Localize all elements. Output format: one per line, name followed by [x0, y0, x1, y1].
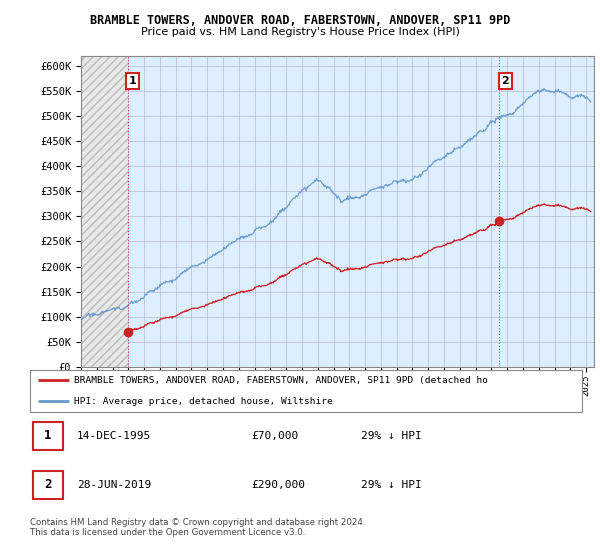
Text: BRAMBLE TOWERS, ANDOVER ROAD, FABERSTOWN, ANDOVER, SP11 9PD: BRAMBLE TOWERS, ANDOVER ROAD, FABERSTOWN…: [90, 14, 510, 27]
Bar: [81, 56, 128, 367]
Text: 29% ↓ HPI: 29% ↓ HPI: [361, 480, 422, 490]
Text: £70,000: £70,000: [251, 431, 298, 441]
Text: HPI: Average price, detached house, Wiltshire: HPI: Average price, detached house, Wilt…: [74, 396, 333, 405]
Text: 2: 2: [502, 76, 509, 86]
Text: 28-JUN-2019: 28-JUN-2019: [77, 480, 151, 490]
Text: 2: 2: [44, 478, 52, 492]
FancyBboxPatch shape: [30, 370, 582, 412]
FancyBboxPatch shape: [33, 472, 63, 498]
Text: 1: 1: [128, 76, 136, 86]
Text: £290,000: £290,000: [251, 480, 305, 490]
Text: 1: 1: [44, 430, 52, 442]
FancyBboxPatch shape: [33, 422, 63, 450]
Text: 14-DEC-1995: 14-DEC-1995: [77, 431, 151, 441]
Text: Contains HM Land Registry data © Crown copyright and database right 2024.
This d: Contains HM Land Registry data © Crown c…: [30, 518, 365, 538]
Text: Price paid vs. HM Land Registry's House Price Index (HPI): Price paid vs. HM Land Registry's House …: [140, 27, 460, 37]
Text: BRAMBLE TOWERS, ANDOVER ROAD, FABERSTOWN, ANDOVER, SP11 9PD (detached ho: BRAMBLE TOWERS, ANDOVER ROAD, FABERSTOWN…: [74, 376, 488, 385]
Text: 29% ↓ HPI: 29% ↓ HPI: [361, 431, 422, 441]
